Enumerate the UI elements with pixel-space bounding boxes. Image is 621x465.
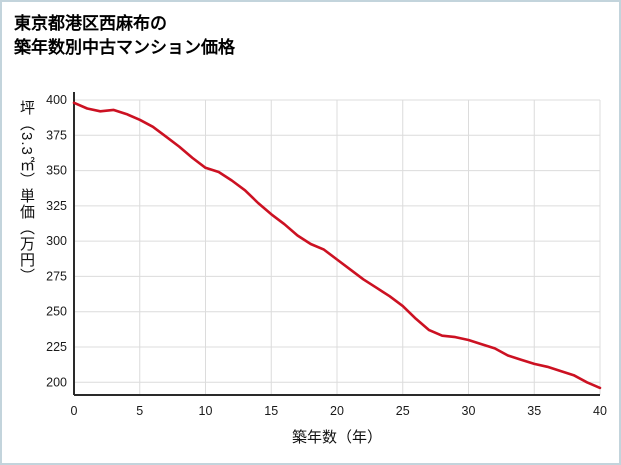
svg-text:15: 15 — [264, 404, 278, 418]
svg-text:25: 25 — [396, 404, 410, 418]
svg-text:30: 30 — [462, 404, 476, 418]
svg-text:5: 5 — [136, 404, 143, 418]
svg-text:300: 300 — [46, 234, 67, 248]
svg-text:20: 20 — [330, 404, 344, 418]
y-tick-labels: 200 225 250 275 300 325 350 375 400 — [46, 93, 67, 389]
axes — [73, 92, 600, 396]
chart-title-line1: 東京都港区西麻布の — [14, 14, 167, 33]
gridlines — [74, 99, 601, 395]
svg-text:350: 350 — [46, 164, 67, 178]
svg-text:275: 275 — [46, 269, 67, 283]
chart-title: 東京都港区西麻布の 築年数別中古マンション価格 — [14, 12, 235, 60]
x-tick-labels: 0 5 10 15 20 25 30 35 40 — [71, 404, 607, 418]
svg-text:200: 200 — [46, 375, 67, 389]
x-axis-label: 築年数（年） — [291, 429, 382, 446]
svg-text:375: 375 — [46, 128, 67, 142]
svg-text:35: 35 — [527, 404, 541, 418]
svg-text:400: 400 — [46, 93, 67, 107]
svg-text:0: 0 — [71, 404, 78, 418]
svg-text:225: 225 — [46, 340, 67, 354]
svg-text:40: 40 — [593, 404, 607, 418]
y-axis-label: 坪（3.3㎡）単価（万円） — [18, 100, 35, 284]
price-line — [72, 101, 602, 390]
svg-text:325: 325 — [46, 199, 67, 213]
line-chart: 0 5 10 15 20 25 30 35 40 200 225 250 275 300 325 350 37… — [46, 92, 607, 418]
svg-text:10: 10 — [199, 404, 213, 418]
svg-text:250: 250 — [46, 305, 67, 319]
chart-title-line2: 築年数別中古マンション価格 — [14, 38, 235, 57]
